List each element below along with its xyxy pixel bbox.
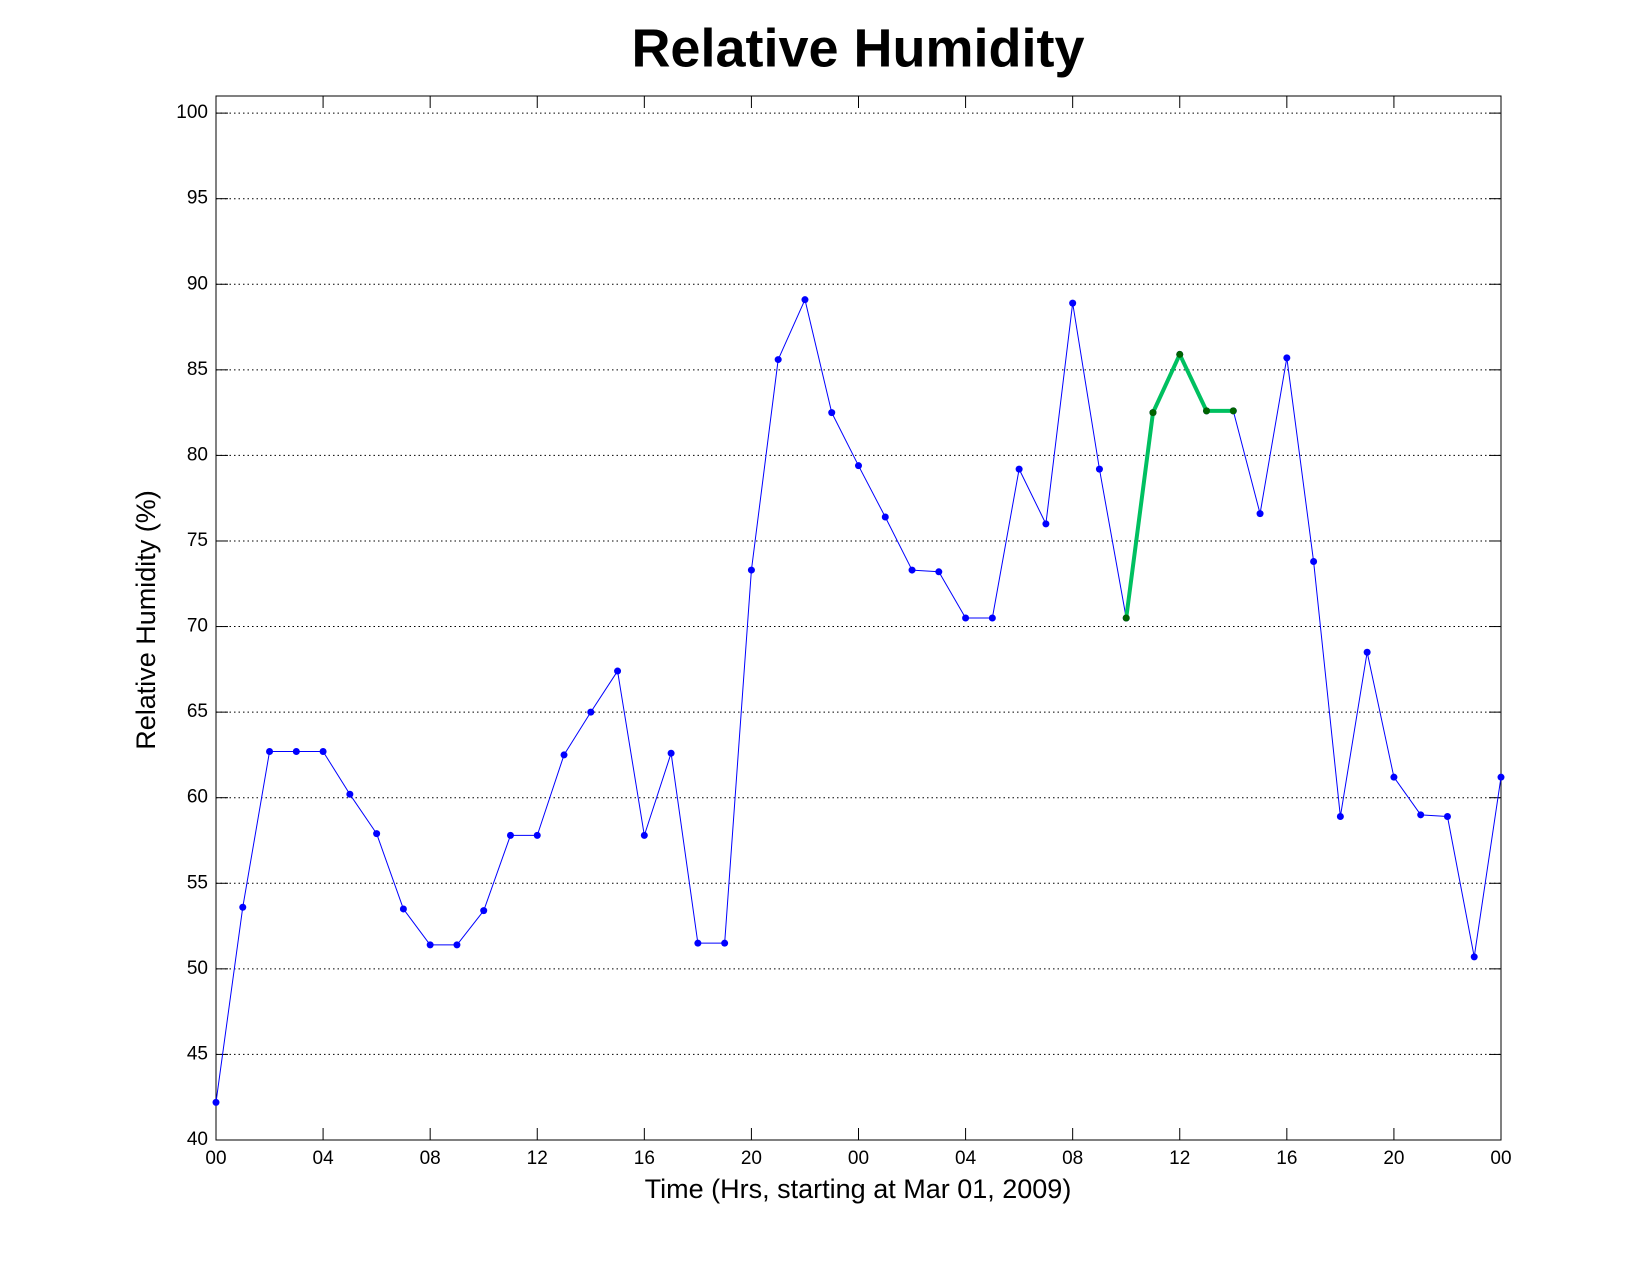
- x-tick-label: 04: [313, 1148, 335, 1169]
- data-point: [373, 830, 381, 838]
- data-point: [935, 568, 943, 576]
- data-point: [667, 749, 675, 757]
- data-point: [1470, 953, 1478, 961]
- data-point: [1069, 299, 1077, 307]
- x-tick-label: 08: [420, 1148, 441, 1169]
- y-tick-label: 75: [187, 530, 208, 551]
- data-point: [1417, 811, 1425, 819]
- y-tick-label: 85: [187, 359, 208, 380]
- x-tick-label: 00: [205, 1148, 226, 1169]
- data-point: [560, 751, 568, 759]
- data-point: [747, 566, 755, 574]
- data-point: [1229, 407, 1237, 415]
- x-tick-label: 12: [1169, 1148, 1190, 1169]
- data-point: [855, 462, 862, 470]
- data-point: [1176, 350, 1184, 358]
- y-tick-label: 90: [187, 273, 208, 294]
- y-tick-label: 70: [187, 616, 208, 637]
- y-tick-label: 65: [187, 701, 208, 722]
- data-point: [774, 356, 782, 364]
- data-point: [319, 747, 327, 755]
- x-tick-label: 00: [848, 1148, 869, 1169]
- y-tick-label: 100: [176, 102, 208, 123]
- x-tick-label: 16: [634, 1148, 655, 1169]
- data-point: [721, 939, 729, 947]
- data-point: [1390, 773, 1398, 781]
- data-point: [212, 1098, 220, 1106]
- x-tick-label: 08: [1062, 1148, 1083, 1169]
- x-axis-label: Time (Hrs, starting at Mar 01, 2009): [645, 1174, 1072, 1204]
- data-point: [962, 614, 970, 622]
- data-point: [1095, 465, 1103, 473]
- data-point: [1443, 813, 1451, 821]
- data-point: [506, 831, 514, 839]
- y-tick-label: 50: [187, 958, 208, 979]
- x-tick-label: 20: [741, 1148, 762, 1169]
- chart-title: Relative Humidity: [631, 18, 1084, 78]
- data-point: [480, 907, 488, 915]
- y-tick-label: 40: [187, 1129, 208, 1150]
- data-point: [1310, 558, 1318, 566]
- data-point: [614, 667, 622, 675]
- data-point: [1283, 354, 1291, 362]
- data-point: [908, 566, 916, 574]
- data-point: [239, 903, 247, 911]
- data-point: [1256, 510, 1264, 518]
- data-point: [453, 941, 461, 949]
- y-tick-label: 80: [187, 444, 208, 465]
- x-tick-label: 04: [955, 1148, 977, 1169]
- data-point: [828, 409, 836, 417]
- data-point: [399, 905, 407, 913]
- x-tick-label: 20: [1383, 1148, 1404, 1169]
- x-tick-label: 16: [1276, 1148, 1297, 1169]
- y-axis-label: Relative Humidity (%): [131, 490, 161, 750]
- data-point: [266, 747, 274, 755]
- data-point: [292, 747, 300, 755]
- y-tick-label: 60: [187, 787, 208, 808]
- plot-frame: [215, 95, 1502, 1141]
- data-point: [1122, 614, 1130, 622]
- x-tick-label: 00: [1490, 1148, 1511, 1169]
- data-point: [640, 831, 648, 839]
- data-point: [1336, 813, 1344, 821]
- data-point: [1497, 773, 1505, 781]
- y-tick-label: 45: [187, 1043, 208, 1064]
- data-point: [587, 708, 595, 716]
- data-point: [1015, 465, 1023, 473]
- data-point: [801, 296, 809, 304]
- data-point: [346, 790, 354, 798]
- data-point: [1149, 409, 1157, 417]
- data-point: [1203, 407, 1211, 415]
- y-tick-label: 95: [187, 188, 208, 209]
- data-point: [988, 614, 996, 622]
- data-point: [426, 941, 434, 949]
- data-point: [1363, 648, 1371, 656]
- data-point: [694, 939, 702, 947]
- data-point: [533, 831, 541, 839]
- data-point: [1042, 520, 1050, 528]
- data-point: [881, 513, 889, 521]
- x-tick-label: 12: [527, 1148, 548, 1169]
- y-tick-label: 55: [187, 872, 208, 893]
